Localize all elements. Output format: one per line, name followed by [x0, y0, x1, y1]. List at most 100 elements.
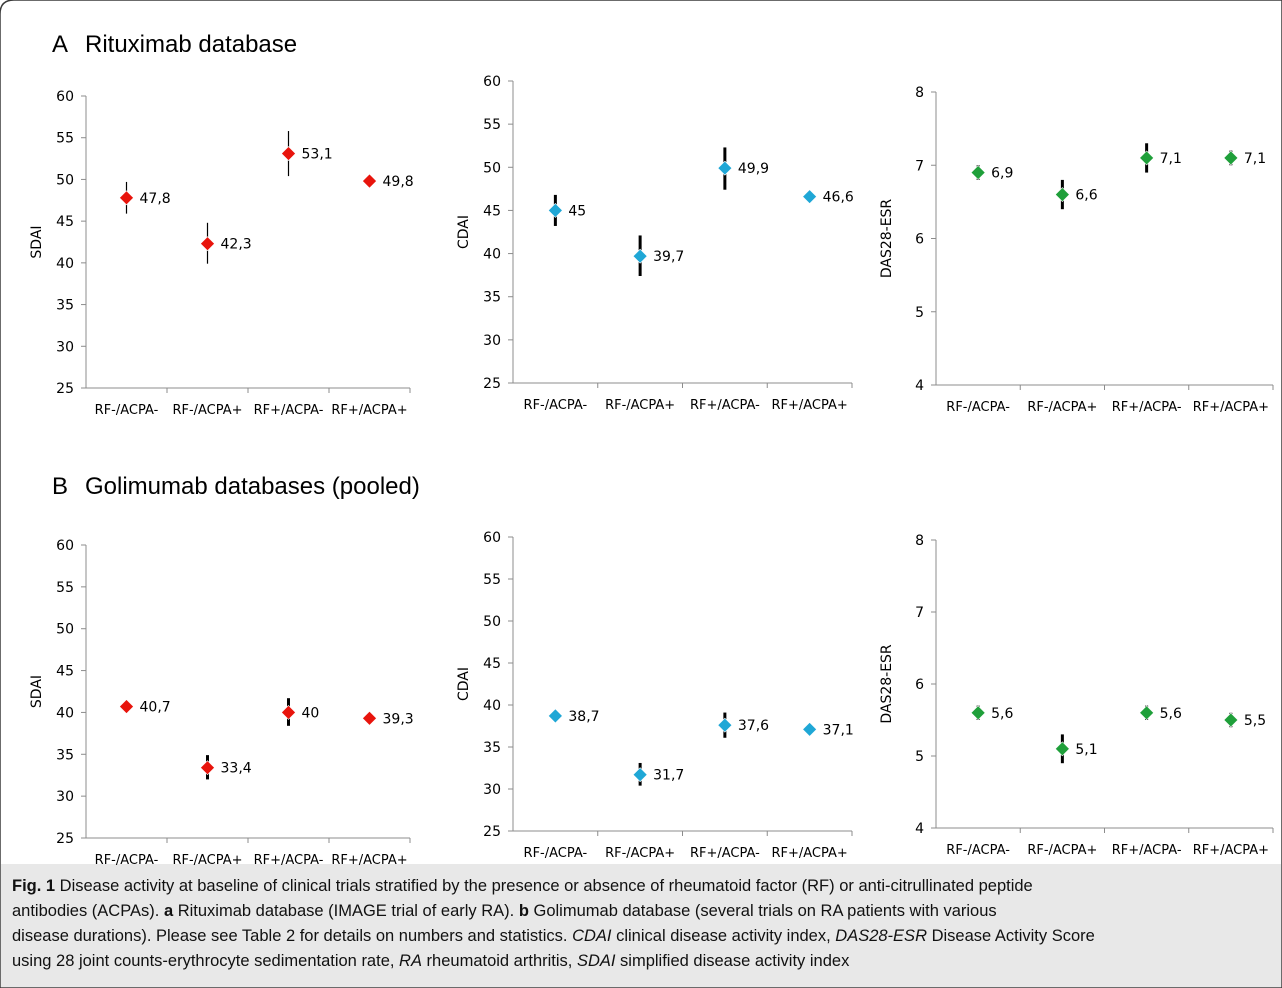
- chart-4-point: [200, 760, 215, 776]
- chart-4-y-tick-label: 60: [56, 538, 74, 554]
- chart-2-y-tick-label: 35: [483, 290, 501, 306]
- chart-2-y-tick-label: 40: [483, 247, 501, 263]
- chart-1-data-label: 49,8: [383, 174, 414, 190]
- chart-5-x-tick-label: RF-/ACPA+: [605, 846, 675, 861]
- chart-2-y-tick-label: 55: [483, 117, 501, 133]
- caption-line-2: antibodies (ACPAs). a Rituximab database…: [12, 902, 997, 920]
- chart-1-point: [281, 146, 296, 161]
- chart-5-y-tick-label: 30: [483, 782, 501, 798]
- chart-5-x-tick-label: RF+/ACPA+: [771, 846, 847, 861]
- chart-1-y-tick-label: 35: [56, 298, 74, 314]
- chart-6-data-label: 5,6: [991, 706, 1013, 722]
- chart-5-y-axis-label: CDAI: [456, 667, 472, 701]
- chart-3-point: [1139, 150, 1155, 166]
- chart-6-data-label: 5,1: [1075, 742, 1097, 758]
- chart-4-point: [362, 710, 377, 726]
- chart-1-y-tick-label: 25: [56, 381, 74, 397]
- chart-2-y-tick-label: 25: [483, 376, 501, 392]
- chart-3-y-tick-label: 5: [915, 305, 924, 321]
- chart-4-data-label: 40: [302, 705, 320, 721]
- panel-b-letter: B: [52, 473, 68, 500]
- chart-6-point: [970, 705, 986, 721]
- chart-6-y-tick-label: 6: [915, 677, 924, 693]
- caption-background: [1, 864, 1281, 987]
- chart-5-y-tick-label: 45: [483, 656, 501, 672]
- chart-5-data-label: 37,6: [738, 718, 769, 734]
- chart-2-data-label: 46,6: [823, 190, 854, 206]
- caption-segment: b: [519, 902, 529, 920]
- chart-4-x-tick-label: RF+/ACPA+: [331, 853, 407, 868]
- caption-segment: rheumatoid arthritis,: [422, 952, 577, 970]
- caption-segment: CDAI: [572, 927, 612, 945]
- caption-segment: antibodies (ACPAs).: [12, 902, 164, 920]
- chart-1-y-tick-label: 40: [56, 256, 74, 272]
- chart-2-point: [547, 203, 563, 218]
- caption-segment: Golimumab database (several trials on RA…: [529, 902, 997, 920]
- chart-2-x-tick-label: RF+/ACPA+: [771, 398, 847, 413]
- chart-5-x-tick-label: RF-/ACPA-: [524, 846, 588, 861]
- chart-2-y-tick-label: 60: [483, 74, 501, 90]
- caption-segment: SDAI: [577, 952, 616, 970]
- chart-3-data-label: 6,6: [1075, 188, 1097, 204]
- caption-segment: Disease activity at baseline of clinical…: [55, 877, 1033, 895]
- chart-3-y-axis-label: DAS28-ESR: [879, 199, 895, 279]
- chart-2-data-label: 49,9: [738, 161, 769, 177]
- caption: Fig. 1 Disease activity at baseline of c…: [12, 877, 1095, 970]
- chart-2-point: [802, 189, 818, 205]
- chart-3-point: [1223, 150, 1239, 166]
- chart-6-y-tick-label: 4: [915, 821, 924, 837]
- caption-line-1: Fig. 1 Disease activity at baseline of c…: [12, 877, 1033, 895]
- caption-segment: disease durations). Please see Table 2 f…: [12, 927, 572, 945]
- chart-2-x-tick-label: RF+/ACPA-: [690, 398, 760, 413]
- chart-3-x-tick-label: RF+/ACPA-: [1112, 400, 1182, 415]
- chart-5-y-tick-label: 50: [483, 614, 501, 630]
- chart-5-data-label: 37,1: [823, 722, 854, 738]
- chart-6-point: [1139, 705, 1155, 721]
- chart-2-data-label: 45: [568, 203, 586, 219]
- chart-5-y-tick-label: 55: [483, 572, 501, 588]
- chart-6-point: [1054, 741, 1070, 757]
- caption-line-3: disease durations). Please see Table 2 f…: [12, 927, 1095, 945]
- chart-3-y-tick-label: 8: [915, 85, 924, 101]
- chart-4-y-axis-label: SDAI: [29, 675, 45, 708]
- chart-4-y-tick-label: 35: [56, 747, 74, 763]
- chart-4-y-tick-label: 25: [56, 831, 74, 847]
- chart-4-y-tick-label: 40: [56, 705, 74, 721]
- caption-segment: Disease Activity Score: [927, 927, 1095, 945]
- chart-1-x-tick-label: RF+/ACPA+: [331, 403, 407, 418]
- chart-2-y-axis-label: CDAI: [456, 215, 472, 249]
- chart-1-y-tick-label: 45: [56, 214, 74, 230]
- chart-3-x-tick-label: RF-/ACPA+: [1027, 400, 1097, 415]
- chart-6-y-tick-label: 7: [915, 605, 924, 621]
- chart-5-point: [717, 717, 733, 733]
- chart-4-data-label: 33,4: [221, 761, 252, 777]
- chart-3-y-tick-label: 7: [915, 158, 924, 174]
- chart-2-data-label: 39,7: [653, 249, 684, 265]
- chart-2-point: [632, 248, 648, 264]
- caption-line-4: using 28 joint counts-erythrocyte sedime…: [12, 952, 850, 970]
- chart-6-data-label: 5,6: [1160, 706, 1182, 722]
- chart-2-point: [717, 160, 733, 176]
- chart-5-data-label: 31,7: [653, 768, 684, 784]
- chart-1-y-axis-label: SDAI: [29, 225, 45, 258]
- chart-4-x-tick-label: RF-/ACPA+: [172, 853, 242, 868]
- panel-a-title: Rituximab database: [85, 31, 297, 58]
- chart-5-point: [802, 721, 818, 737]
- chart-6-data-label: 5,5: [1244, 713, 1266, 729]
- chart-6-y-tick-label: 5: [915, 749, 924, 765]
- chart-4-x-tick-label: RF-/ACPA-: [95, 853, 159, 868]
- chart-4-point: [119, 699, 134, 714]
- chart-4-data-label: 40,7: [140, 700, 171, 716]
- chart-1-y-tick-label: 30: [56, 339, 74, 355]
- chart-5-y-tick-label: 60: [483, 530, 501, 546]
- chart-5-y-tick-label: 35: [483, 740, 501, 756]
- chart-3-x-tick-label: RF+/ACPA+: [1193, 400, 1269, 415]
- chart-3-data-label: 6,9: [991, 166, 1013, 182]
- chart-5-y-tick-label: 40: [483, 698, 501, 714]
- chart-3-point: [970, 165, 986, 180]
- chart-2-x-tick-label: RF-/ACPA-: [524, 398, 588, 413]
- chart-1-x-tick-label: RF-/ACPA+: [172, 403, 242, 418]
- chart-6-x-tick-label: RF+/ACPA-: [1112, 843, 1182, 858]
